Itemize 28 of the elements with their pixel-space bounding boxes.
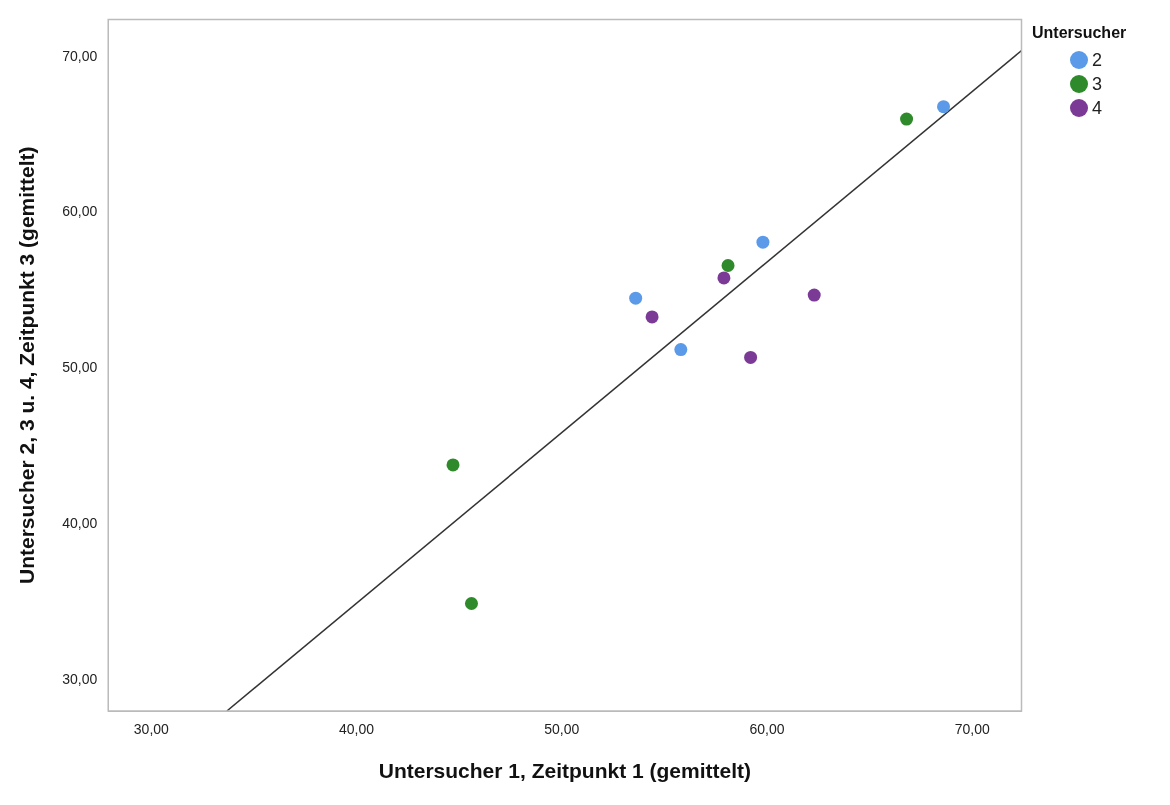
point	[674, 343, 688, 357]
legend-label: 2	[1092, 49, 1103, 71]
point	[807, 288, 821, 302]
y-tick-label: 70,00	[62, 47, 98, 64]
point	[645, 310, 659, 324]
legend-label: 3	[1092, 73, 1103, 95]
point	[446, 458, 460, 472]
x-tick-label: 60,00	[749, 721, 785, 738]
point	[629, 291, 643, 305]
legend-label: 4	[1092, 97, 1103, 119]
x-axis-title: Untersucher 1, Zeitpunkt 1 (gemittelt)	[378, 759, 751, 783]
x-tick-label: 40,00	[339, 721, 375, 738]
point	[937, 100, 951, 114]
point	[721, 259, 735, 273]
point	[756, 235, 770, 249]
y-tick-label: 60,00	[62, 203, 98, 220]
y-axis-title: Untersucher 2, 3 u. 4, Zeitpunkt 3 (gemittelt)	[15, 146, 39, 584]
x-tick-label: 30,00	[133, 721, 170, 738]
point	[744, 350, 758, 364]
x-tick-label: 50,00	[544, 721, 580, 738]
point	[900, 112, 914, 126]
y-tick-label: 40,00	[62, 514, 98, 531]
legend-title: Untersucher	[1032, 24, 1128, 42]
x-tick-label: 70,00	[954, 721, 990, 738]
point	[464, 597, 478, 611]
y-tick-label: 50,00	[62, 359, 98, 376]
y-tick-label: 30,00	[62, 670, 98, 687]
point	[717, 271, 731, 285]
